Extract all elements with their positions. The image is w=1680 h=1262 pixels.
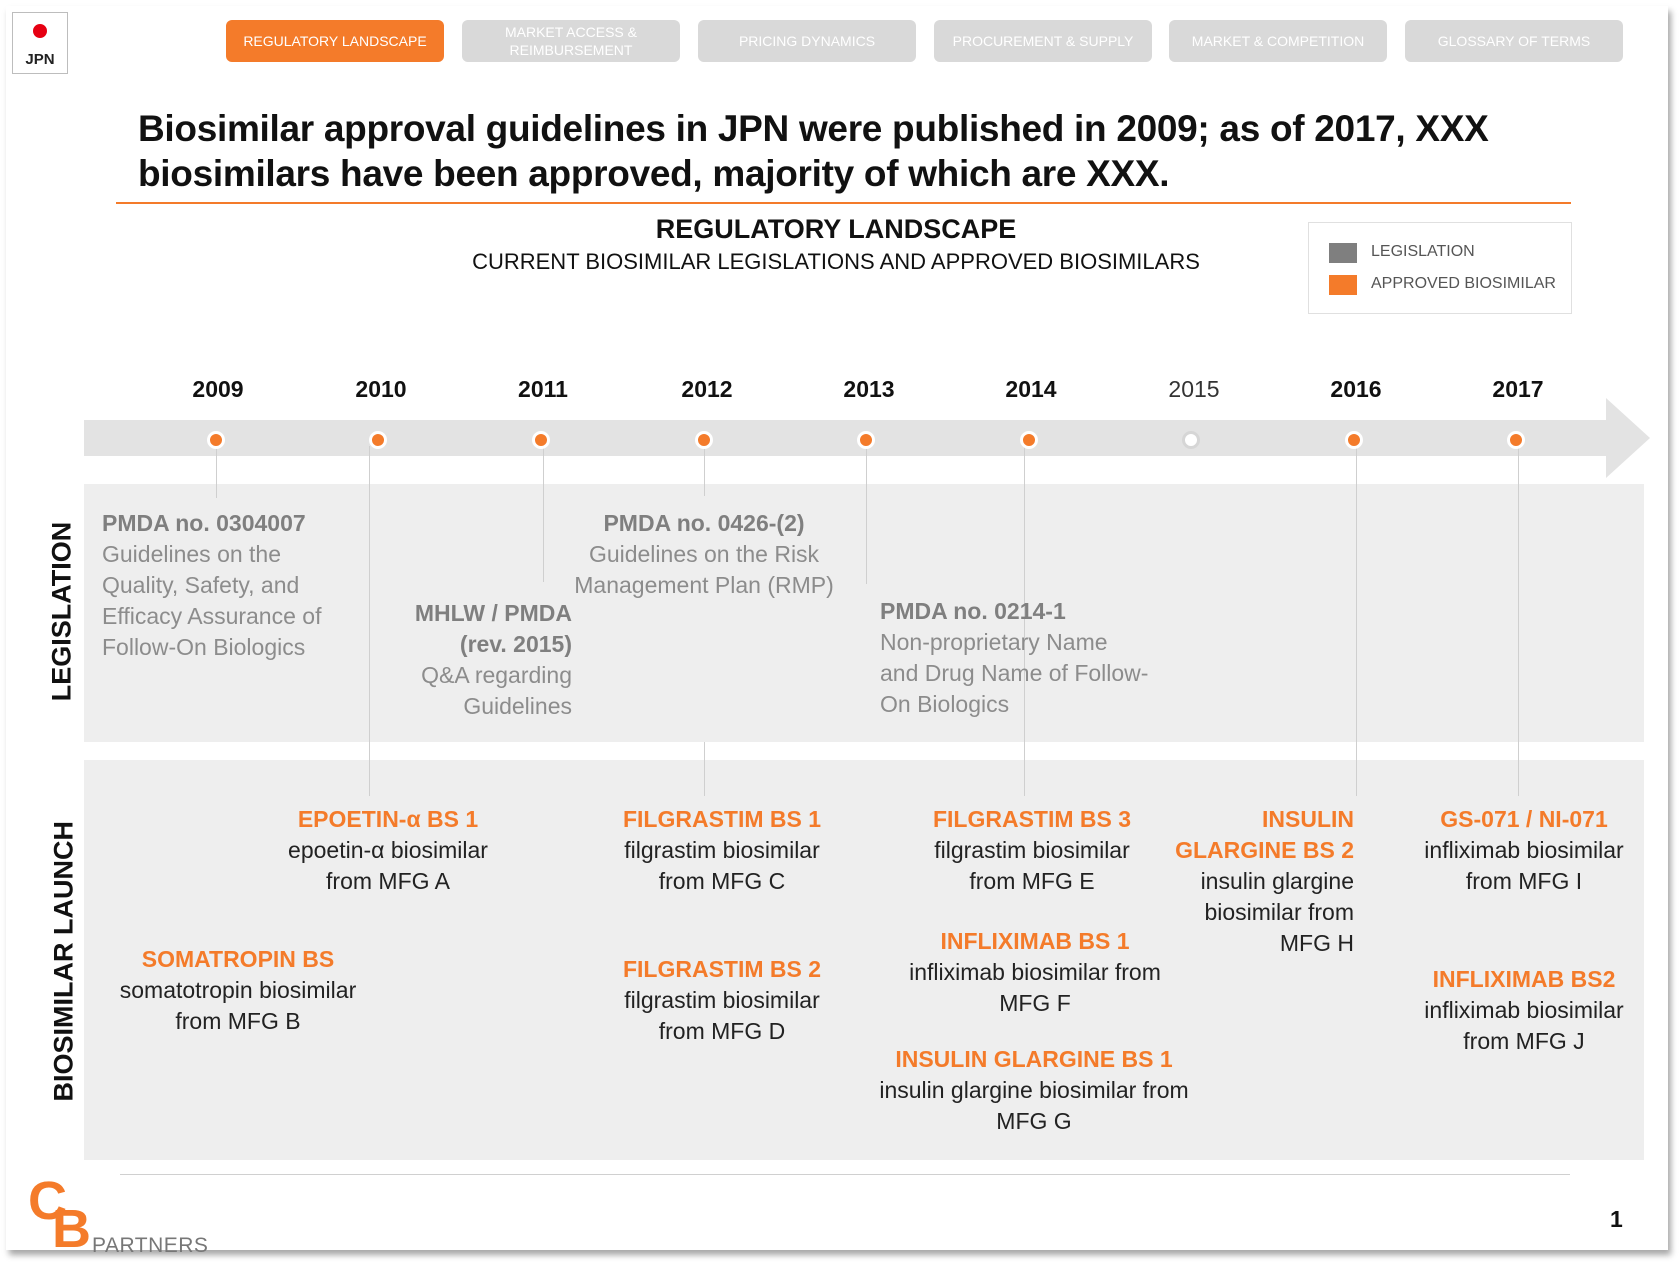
biosimilar-body: filgrastim biosimilar from MFG D bbox=[624, 987, 820, 1044]
legislation-entry: PMDA no. 0304007 Guidelines on the Quali… bbox=[102, 508, 352, 663]
country-code: JPN bbox=[25, 51, 55, 68]
legislation-band bbox=[84, 484, 1644, 742]
biosimilar-title: INSULIN GLARGINE BS 2 bbox=[1175, 806, 1354, 863]
connector-line bbox=[543, 446, 544, 582]
tab-pricing-dynamics[interactable]: PRICING DYNAMICS bbox=[698, 20, 916, 62]
legend-approved-swatch bbox=[1329, 275, 1357, 295]
biosimilar-body: infliximab biosimilar from MFG F bbox=[909, 959, 1161, 1016]
biosimilar-title: INSULIN GLARGINE BS 1 bbox=[895, 1046, 1173, 1072]
timeline-marker bbox=[1020, 431, 1038, 449]
tab-market-competition[interactable]: MARKET & COMPETITION bbox=[1169, 20, 1387, 62]
biosimilar-title: INFLIXIMAB BS 1 bbox=[940, 928, 1130, 954]
biosimilar-body: insulin glargine biosimilar from MFG G bbox=[879, 1077, 1189, 1134]
logo-letter-b: B bbox=[52, 1199, 91, 1259]
biosimilar-title: INFLIXIMAB BS2 bbox=[1432, 966, 1616, 992]
tab-market-access[interactable]: MARKET ACCESS & REIMBURSEMENT bbox=[462, 20, 680, 62]
biosimilar-entry: INSULIN GLARGINE BS 2 insulin glargine b… bbox=[1154, 804, 1354, 959]
biosimilar-entry: FILGRASTIM BS 3 filgrastim biosimilar fr… bbox=[914, 804, 1150, 897]
legend-legislation-swatch bbox=[1329, 243, 1357, 263]
legend: LEGISLATION APPROVED BIOSIMILAR bbox=[1308, 222, 1572, 314]
connector-line bbox=[1518, 446, 1519, 796]
year-label: 2012 bbox=[681, 376, 733, 402]
timeline-marker bbox=[532, 431, 550, 449]
year-label: 2013 bbox=[843, 376, 895, 402]
timeline-marker bbox=[1507, 431, 1525, 449]
timeline-marker bbox=[857, 431, 875, 449]
connector-line bbox=[704, 742, 705, 796]
connector-line bbox=[1356, 446, 1357, 796]
logo-text: PARTNERS bbox=[92, 1234, 209, 1257]
connector-line bbox=[866, 446, 867, 584]
biosimilar-entry: INFLIXIMAB BS 1 infliximab biosimilar fr… bbox=[890, 926, 1180, 1019]
year-label: 2016 bbox=[1330, 376, 1382, 402]
launch-band bbox=[84, 760, 1644, 1160]
page-number: 1 bbox=[1610, 1206, 1623, 1232]
title-divider bbox=[116, 202, 1571, 204]
timeline-marker bbox=[1345, 431, 1363, 449]
connector-line bbox=[704, 446, 705, 496]
biosimilar-title: SOMATROPIN BS bbox=[141, 946, 335, 972]
title-line-2: biosimilars have been approved, majority… bbox=[138, 153, 1170, 194]
connector-line bbox=[1024, 446, 1025, 796]
year-label: 2015 bbox=[1168, 376, 1220, 402]
biosimilar-title: EPOETIN-α BS 1 bbox=[297, 806, 479, 832]
connector-line bbox=[216, 446, 217, 498]
biosimilar-title: FILGRASTIM BS 2 bbox=[622, 956, 822, 982]
title-line-1: Biosimilar approval guidelines in JPN we… bbox=[138, 108, 1489, 149]
legislation-entry: PMDA no. 0214-1 Non-proprietary Name and… bbox=[880, 596, 1150, 720]
biosimilar-body: infliximab biosimilar from MFG I bbox=[1424, 837, 1624, 894]
row-label-legislation: LEGISLATION bbox=[46, 521, 77, 702]
connector-line bbox=[369, 446, 370, 796]
logo-letter-c: C bbox=[28, 1171, 67, 1231]
japan-flag-icon bbox=[30, 21, 50, 41]
legislation-entry: MHLW / PMDA (rev. 2015) Q&A regarding Gu… bbox=[384, 598, 572, 722]
country-flag: JPN bbox=[12, 12, 68, 74]
tab-procurement-supply[interactable]: PROCUREMENT & SUPPLY bbox=[934, 20, 1152, 62]
tab-regulatory-landscape[interactable]: REGULATORY LANDSCAPE bbox=[226, 20, 444, 62]
biosimilar-entry: FILGRASTIM BS 2 filgrastim biosimilar fr… bbox=[604, 954, 840, 1047]
slide: JPN REGULATORY LANDSCAPE MARKET ACCESS &… bbox=[6, 6, 1668, 1257]
biosimilar-entry: INSULIN GLARGINE BS 1 insulin glargine b… bbox=[854, 1044, 1214, 1137]
legend-approved-label: APPROVED BIOSIMILAR bbox=[1371, 275, 1556, 292]
page-title: Biosimilar approval guidelines in JPN we… bbox=[138, 106, 1558, 196]
year-label: 2011 bbox=[518, 376, 568, 402]
timeline-marker-empty bbox=[1182, 431, 1200, 449]
year-label: 2014 bbox=[1005, 376, 1057, 402]
footer-divider bbox=[120, 1174, 1570, 1175]
legislation-title: PMDA no. 0426-(2) bbox=[603, 510, 805, 536]
row-label-biosimilar-launch: BIOSIMILAR LAUNCH bbox=[48, 821, 79, 1102]
timeline-marker bbox=[207, 431, 225, 449]
biosimilar-entry: EPOETIN-α BS 1 epoetin-α biosimilar from… bbox=[268, 804, 508, 897]
legislation-title: PMDA no. 0214-1 bbox=[880, 598, 1066, 624]
biosimilar-body: infliximab biosimilar from MFG J bbox=[1424, 997, 1624, 1054]
legend-legislation-label: LEGISLATION bbox=[1371, 243, 1475, 260]
legislation-title: MHLW / PMDA (rev. 2015) bbox=[414, 600, 572, 657]
biosimilar-body: filgrastim biosimilar from MFG E bbox=[934, 837, 1130, 894]
biosimilar-title: FILGRASTIM BS 1 bbox=[622, 806, 822, 832]
legislation-body: Guidelines on the Risk Management Plan (… bbox=[574, 541, 834, 598]
year-label: 2009 bbox=[192, 376, 244, 402]
section-title: REGULATORY LANDSCAPE bbox=[655, 214, 1017, 244]
biosimilar-entry: INFLIXIMAB BS2 infliximab biosimilar fro… bbox=[1408, 964, 1640, 1057]
legislation-body: Guidelines on the Quality, Safety, and E… bbox=[102, 541, 322, 660]
biosimilar-body: insulin glargine biosimilar from MFG H bbox=[1200, 868, 1354, 956]
biosimilar-entry: SOMATROPIN BS somatotropin biosimilar fr… bbox=[118, 944, 358, 1037]
biosimilar-entry: FILGRASTIM BS 1 filgrastim biosimilar fr… bbox=[604, 804, 840, 897]
biosimilar-entry: GS-071 / NI-071 infliximab biosimilar fr… bbox=[1408, 804, 1640, 897]
legislation-title: PMDA no. 0304007 bbox=[102, 510, 306, 536]
biosimilar-title: FILGRASTIM BS 3 bbox=[932, 806, 1132, 832]
legislation-entry: PMDA no. 0426-(2) Guidelines on the Risk… bbox=[572, 508, 836, 601]
legislation-body: Non-proprietary Name and Drug Name of Fo… bbox=[880, 629, 1149, 717]
biosimilar-body: filgrastim biosimilar from MFG C bbox=[624, 837, 820, 894]
biosimilar-body: epoetin-α biosimilar from MFG A bbox=[288, 837, 488, 894]
timeline-marker bbox=[369, 431, 387, 449]
section-subtitle: CURRENT BIOSIMILAR LEGISLATIONS AND APPR… bbox=[472, 249, 1200, 274]
timeline-marker bbox=[695, 431, 713, 449]
biosimilar-title: GS-071 / NI-071 bbox=[1440, 806, 1608, 832]
biosimilar-body: somatotropin biosimilar from MFG B bbox=[119, 977, 357, 1034]
legislation-body: Q&A regarding Guidelines bbox=[421, 662, 572, 719]
year-label: 2017 bbox=[1492, 376, 1544, 402]
year-label: 2010 bbox=[355, 376, 407, 402]
tab-glossary[interactable]: GLOSSARY OF TERMS bbox=[1405, 20, 1623, 62]
